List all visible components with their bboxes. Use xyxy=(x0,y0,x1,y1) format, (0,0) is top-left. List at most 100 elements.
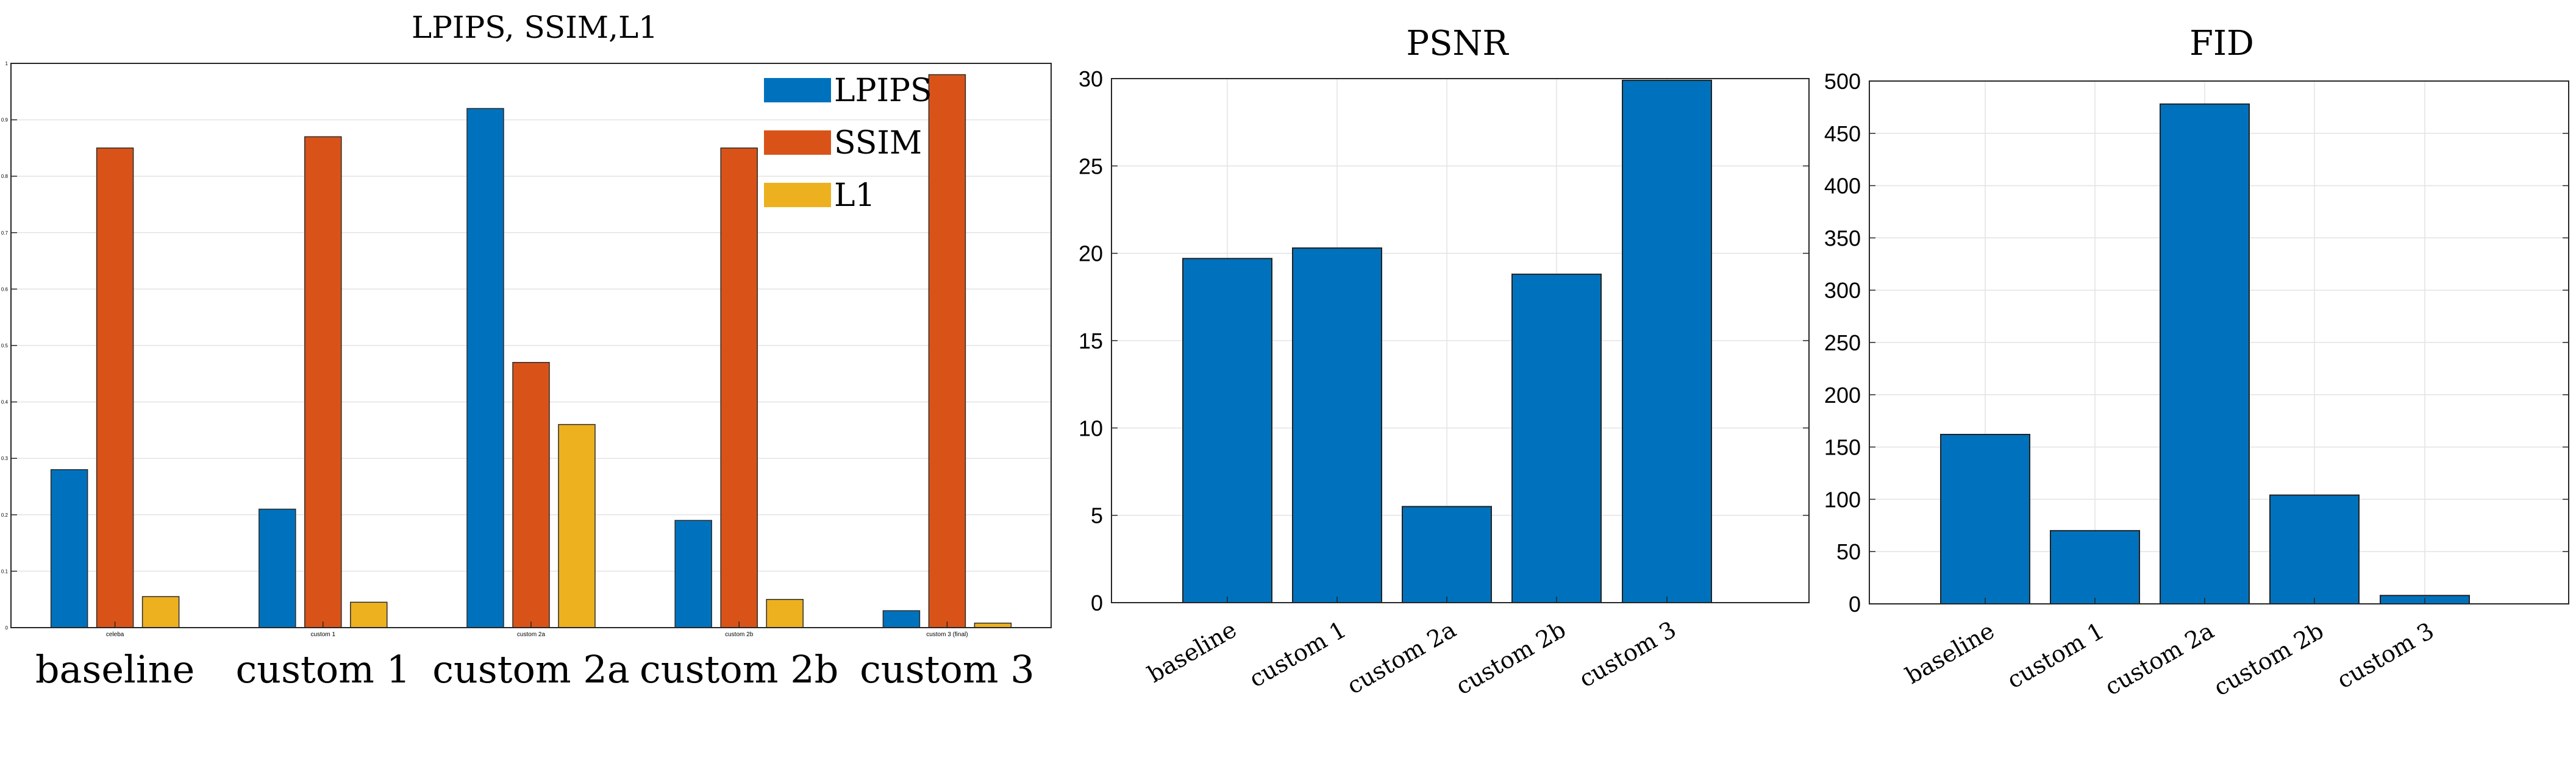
chart-2-y-ticks: 0 5 10 15 20 25 30 xyxy=(1079,66,1809,615)
chart-2-bars xyxy=(1182,79,1712,604)
legend-label-ssim: SSIM xyxy=(834,125,922,161)
y-tick-label: 0.4 xyxy=(1,400,9,405)
bar-ssim-custom-2a xyxy=(512,362,550,628)
small-tick-label-celeba: celeba xyxy=(106,631,124,638)
chart-2-plot-frame xyxy=(1111,78,1810,603)
y-tick-label: 0 xyxy=(1091,590,1103,615)
x-label-custom-3: custom 3 xyxy=(2332,617,2438,694)
y-tick-label: 25 xyxy=(1079,154,1103,179)
chart-1-title: LPIPS, SSIM,L1 xyxy=(412,10,658,45)
bar-baseline xyxy=(1182,258,1272,603)
chart-1-legend: LPIPS SSIM L1 xyxy=(764,73,932,214)
bar-l1-custom-3 xyxy=(974,622,1012,628)
y-tick-label: 0.5 xyxy=(1,343,9,349)
x-label-custom-3: custom 3 xyxy=(860,647,1035,692)
chart-psnr: PSNR 0 5 10 15 20 25 30 baseline custom 1 custom… xyxy=(1061,0,1817,767)
y-tick-label: 0.8 xyxy=(1,174,9,179)
y-tick-label: 350 xyxy=(1824,225,1861,250)
y-tick-label: 0.1 xyxy=(1,569,9,574)
x-label-custom-2b: custom 2b xyxy=(640,647,838,692)
x-label-baseline: baseline xyxy=(35,647,194,692)
chart-1-x-labels: baseline custom 1 custom 2a custom 2b custom… xyxy=(35,647,1035,692)
y-tick-label: 0.2 xyxy=(1,512,9,518)
y-tick-label: 0.6 xyxy=(1,286,9,292)
bar-lpips-custom-3 xyxy=(882,610,921,628)
y-tick-label: 30 xyxy=(1079,66,1103,91)
legend-label-l1: L1 xyxy=(834,177,876,214)
x-label-custom-2b: custom 2b xyxy=(2209,617,2328,701)
y-tick-label: 300 xyxy=(1824,278,1861,303)
y-tick-label: 1 xyxy=(5,61,9,66)
chart-2-title: PSNR xyxy=(1406,24,1509,63)
y-tick-label: 15 xyxy=(1079,328,1103,353)
chart-3-svg: FID 0 50 100 150 200 250 300 350 400 450 500 basel… xyxy=(1824,24,2569,701)
small-tick-label-custom-3-final: custom 3 (final) xyxy=(926,631,968,638)
chart-3-bars xyxy=(1940,103,2470,605)
legend-swatch-ssim xyxy=(764,130,831,155)
bar-ssim-custom-2b xyxy=(720,147,758,628)
bar-lpips-custom-2b xyxy=(674,520,712,628)
y-tick-label: 0.9 xyxy=(1,118,9,123)
bar-ssim-custom-3 xyxy=(928,74,966,628)
chart-3-title: FID xyxy=(2189,24,2254,63)
legend-label-lpips: LPIPS xyxy=(834,73,932,109)
x-label-custom-2a: custom 2a xyxy=(2100,617,2219,701)
x-label-custom-2a: custom 2a xyxy=(1343,616,1461,700)
bar-ssim-baseline xyxy=(96,147,134,628)
y-tick-label: 0.7 xyxy=(1,230,9,236)
y-tick-label: 50 xyxy=(1836,539,1861,564)
x-label-baseline: baseline xyxy=(1901,617,1999,689)
bar-lpips-custom-1 xyxy=(259,508,296,628)
y-tick-label: 400 xyxy=(1824,174,1861,199)
bar-lpips-baseline xyxy=(50,469,88,628)
y-tick-label: 0 xyxy=(1849,592,1861,617)
y-tick-label: 500 xyxy=(1824,69,1861,94)
y-tick-label: 100 xyxy=(1824,487,1861,512)
bar-l1-baseline xyxy=(141,596,180,628)
x-label-custom-1: custom 1 xyxy=(2002,617,2108,694)
x-label-custom-3: custom 3 xyxy=(1574,616,1680,693)
x-label-custom-2b: custom 2b xyxy=(1451,616,1570,700)
y-tick-label: 250 xyxy=(1824,330,1861,355)
y-tick-label: 150 xyxy=(1824,435,1861,460)
bar-l1-custom-2a xyxy=(558,423,596,628)
chart-1-plot-frame xyxy=(10,63,1052,628)
bar-custom-1 xyxy=(2050,530,2140,605)
y-tick-label: 0 xyxy=(5,625,9,631)
y-tick-label: 450 xyxy=(1824,121,1861,146)
x-label-custom-1: custom 1 xyxy=(1244,616,1350,693)
y-tick-label: 200 xyxy=(1824,383,1861,408)
bar-custom-2a xyxy=(1402,506,1492,603)
bar-l1-custom-1 xyxy=(350,601,388,628)
bar-baseline xyxy=(1940,434,2030,604)
bar-ssim-custom-1 xyxy=(304,136,342,628)
chart-1-y-ticks: 0 0.1 0.2 0.3 0.4 0.5 0.6 0.7 0.8 0.9 1 xyxy=(1,61,17,631)
bar-custom-3 xyxy=(1622,79,1712,604)
bar-custom-2b xyxy=(2269,494,2360,605)
small-tick-label-custom-1: custom 1 xyxy=(311,631,336,638)
x-label-custom-2a: custom 2a xyxy=(432,647,630,692)
legend-swatch-l1 xyxy=(764,183,831,207)
y-tick-label: 5 xyxy=(1091,503,1103,528)
y-tick-label: 10 xyxy=(1079,416,1103,441)
chart-1-bars xyxy=(50,74,1012,628)
x-label-baseline: baseline xyxy=(1143,616,1241,688)
legend-swatch-lpips xyxy=(764,78,831,102)
small-tick-label-custom-2a: custom 2a xyxy=(517,631,546,638)
x-label-custom-1: custom 1 xyxy=(235,647,410,692)
bar-custom-1 xyxy=(1292,247,1382,604)
chart-1-svg: LPIPS, SSIM,L1 0 0.1 0.2 0.3 0.4 0.5 0.6 0.7 0.8… xyxy=(1,10,1052,692)
bar-l1-custom-2b xyxy=(766,598,804,628)
chart-3-y-ticks: 0 50 100 150 200 250 300 350 400 450 500 xyxy=(1824,69,2569,617)
bar-lpips-custom-2a xyxy=(466,108,504,628)
chart-lpips-ssim-l1: LPIPS, SSIM,L1 0 0.1 0.2 0.3 0.4 0.5 0.6 0.7 0.8… xyxy=(0,0,1061,767)
bar-custom-2b xyxy=(1511,274,1602,604)
small-tick-label-custom-2b: custom 2b xyxy=(725,631,754,638)
chart-3-plot-frame xyxy=(1869,80,2569,604)
chart-fid: FID 0 50 100 150 200 250 300 350 400 450 500 basel… xyxy=(1817,0,2576,767)
y-tick-label: 20 xyxy=(1079,241,1103,266)
chart-1-small-tick-labels: celeba custom 1 custom 2a custom 2b custom 3… xyxy=(106,622,968,638)
